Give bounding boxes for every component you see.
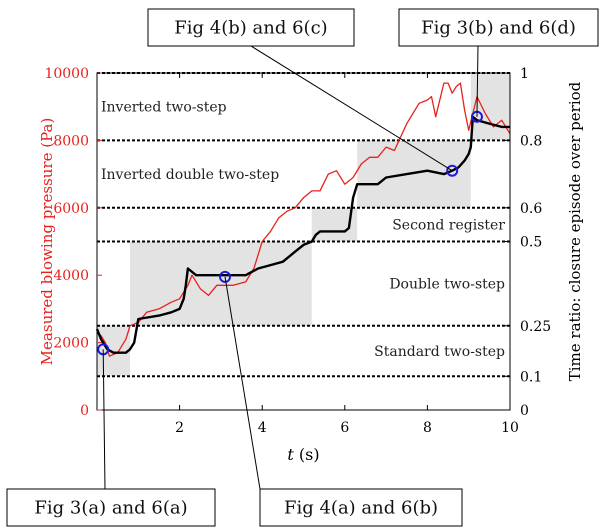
region-label-0: Inverted two-step — [101, 100, 227, 116]
y-right-tick-label: 0 — [520, 403, 529, 419]
region-label-2: Second register — [392, 218, 505, 234]
pressure-series-line — [96, 82, 511, 357]
region-labels: Inverted two-step Inverted double two-ste… — [101, 100, 505, 360]
y-left-tick-label: 4000 — [53, 268, 89, 284]
annotation-label-1: Fig 3(b) and 6(d) — [421, 18, 576, 39]
y-axis-title-left: Measured blowing pressure (Pa) — [38, 118, 56, 366]
x-tick-label: 6 — [340, 420, 349, 436]
y-left-tick-label: 8000 — [53, 133, 89, 149]
x-tick-label: 2 — [175, 420, 184, 436]
annotation-leader-3 — [224, 276, 261, 490]
y-right-tick-label: 0.6 — [520, 201, 542, 217]
x-axis-symbol: t — [287, 445, 294, 464]
marker-circle-2 — [446, 164, 459, 177]
annotation-box-0 — [147, 8, 355, 47]
region-label-1: Inverted double two-step — [101, 167, 279, 183]
shaded-span-1 — [130, 241, 312, 326]
y-left-tick-label: 10000 — [44, 66, 89, 82]
y-left-tick-label: 6000 — [53, 201, 89, 217]
axis-ticks: 2 4 6 8 10020004000600080001000000.10.250.50… — [44, 66, 551, 436]
annotation-leader-1 — [476, 45, 479, 117]
region-label-4: Standard two-step — [374, 344, 505, 360]
x-tick-label: 4 — [258, 420, 267, 436]
x-tick-label: 10 — [501, 420, 519, 436]
y-right-tick-label: 0.5 — [520, 235, 542, 251]
x-tick-label: 8 — [423, 420, 432, 436]
region-label-3: Double two-step — [389, 277, 505, 293]
y-right-tick-label: 1 — [520, 66, 529, 82]
y-right-tick-label: 0.8 — [520, 133, 542, 149]
y-right-tick-label: 0.1 — [520, 369, 542, 385]
figure-annotations: Fig 4(b) and 6(c) Fig 3(b) and 6(d) Fig 3(… — [6, 8, 599, 527]
annotation-leader-0 — [250, 45, 453, 172]
annotation-label-3: Fig 4(a) and 6(b) — [284, 498, 438, 519]
annotation-label-2: Fig 3(a) and 6(a) — [34, 498, 187, 519]
annotation-box-2 — [6, 488, 216, 527]
x-axis-unit: (s) — [294, 445, 320, 464]
annotation-box-1 — [398, 8, 599, 47]
marker-circle-1 — [219, 270, 232, 283]
x-axis-title: t (s) — [287, 445, 319, 464]
annotation-box-3 — [259, 488, 463, 527]
y-left-tick-label: 2000 — [53, 336, 89, 352]
y-axis-title-right: Time ratio: closure episode over period — [566, 81, 584, 381]
shaded-span-0 — [97, 325, 131, 377]
y-right-tick-label: 0.25 — [520, 319, 551, 335]
annotation-leader-2 — [102, 349, 106, 490]
annotation-label-0: Fig 4(b) and 6(c) — [174, 18, 327, 39]
y-left-tick-label: 0 — [80, 403, 89, 419]
